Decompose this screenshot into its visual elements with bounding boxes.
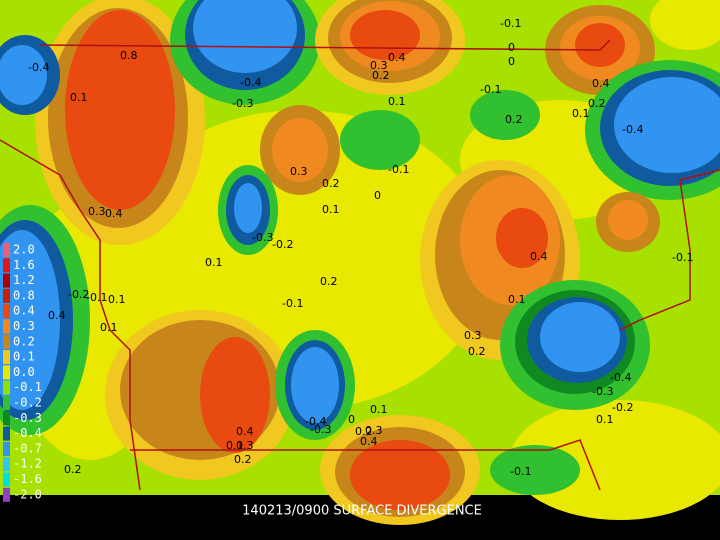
legend-swatch bbox=[3, 243, 10, 257]
contour-label: 0.4 bbox=[105, 207, 123, 220]
contour-label: 0.1 bbox=[572, 107, 590, 120]
legend-label: -1.2 bbox=[13, 457, 42, 471]
legend-swatch bbox=[3, 258, 10, 273]
contour-label: 0.2 bbox=[505, 113, 523, 126]
contour-label: 0 bbox=[508, 55, 515, 68]
contour-label: 0.4 bbox=[48, 309, 66, 322]
legend-swatch bbox=[3, 441, 10, 456]
contour-label: -0.2 bbox=[612, 401, 633, 414]
contour-label: 0.3 bbox=[370, 59, 388, 72]
legend-label: -0.3 bbox=[13, 411, 42, 425]
contour-label: 0.1 bbox=[100, 321, 118, 334]
legend-swatch bbox=[3, 304, 10, 319]
caption: 140213/0900 SURFACE DIVERGENCE bbox=[242, 504, 482, 519]
contour-label: 0.3 bbox=[464, 329, 482, 342]
contour-label: 0.3 bbox=[88, 205, 106, 218]
contour-label: 0.1 bbox=[596, 413, 614, 426]
contour-label: 0.2 bbox=[355, 425, 373, 438]
contour-label: -0.2 bbox=[68, 288, 89, 301]
contour-label: -0.1 bbox=[500, 17, 521, 30]
legend-swatch bbox=[3, 396, 10, 410]
contour-label: -0.4 bbox=[610, 371, 631, 384]
contour-label: -0.1 bbox=[672, 251, 693, 264]
contour-label: -0.4 bbox=[240, 76, 261, 89]
legend-swatch bbox=[3, 380, 10, 395]
contour-label: -0.1 bbox=[86, 291, 107, 304]
legend-swatch bbox=[3, 350, 10, 365]
legend-label: 0.8 bbox=[13, 288, 35, 302]
legend-label: -0.1 bbox=[13, 380, 42, 394]
contour-label: 0.2 bbox=[320, 275, 338, 288]
contour-label: -0.3 bbox=[232, 97, 253, 110]
legend-label: -0.2 bbox=[13, 396, 42, 410]
contour-label: -0.3 bbox=[592, 385, 613, 398]
contour-label: 0.1 bbox=[226, 439, 244, 452]
contour-label: 0 bbox=[374, 189, 381, 202]
contour-label: -0.4 bbox=[305, 415, 326, 428]
contour-label: 0.1 bbox=[370, 403, 388, 416]
contour-labels: 0.8-0.40.1-0.4-0.30.30.20.40.1-0.1000.2-… bbox=[28, 17, 693, 478]
legend: 2.01.61.20.80.40.30.20.10.0-0.1-0.2-0.3-… bbox=[3, 243, 42, 502]
legend-swatch bbox=[3, 288, 10, 303]
legend-label: 2.0 bbox=[13, 243, 35, 257]
contour-label: 0.1 bbox=[388, 95, 406, 108]
contour-label: -0.4 bbox=[28, 61, 49, 74]
contour-label: 0.4 bbox=[360, 435, 378, 448]
legend-label: 0.3 bbox=[13, 319, 35, 333]
legend-swatch bbox=[3, 411, 10, 426]
contour-label: 0.2 bbox=[64, 463, 82, 476]
contour-label: -0.3 bbox=[310, 423, 331, 436]
contour-label: 0.1 bbox=[70, 91, 88, 104]
contour-label: 0 bbox=[348, 413, 355, 426]
legend-label: 0.1 bbox=[13, 350, 35, 364]
legend-swatch bbox=[3, 319, 10, 334]
contour-label: -0.1 bbox=[480, 83, 501, 96]
contour-label: -0.1 bbox=[510, 465, 531, 478]
legend-label: 0.0 bbox=[13, 365, 35, 379]
divergence-field bbox=[0, 0, 720, 525]
legend-label: 0.4 bbox=[13, 304, 35, 318]
contour-label: 0.1 bbox=[508, 293, 526, 306]
legend-swatch bbox=[3, 457, 10, 472]
legend-swatch bbox=[3, 334, 10, 349]
contour-label: 0.8 bbox=[120, 49, 138, 62]
legend-label: 0.2 bbox=[13, 334, 35, 348]
contour-label: 0.1 bbox=[108, 293, 126, 306]
contour-label: 0 bbox=[508, 41, 515, 54]
legend-swatch bbox=[3, 487, 10, 502]
legend-swatch bbox=[3, 426, 10, 441]
contour-label: 0.4 bbox=[388, 51, 406, 64]
contour-label: 0.4 bbox=[530, 250, 548, 263]
contour-label: 0.1 bbox=[205, 256, 223, 269]
contour-label: 0.2 bbox=[372, 69, 390, 82]
contour-label: 0.2 bbox=[234, 453, 252, 466]
legend-swatch bbox=[3, 365, 10, 380]
legend-swatch bbox=[3, 273, 10, 288]
legend-label: 1.6 bbox=[13, 258, 35, 272]
contour-label: -0.4 bbox=[622, 123, 643, 136]
contour-label: 0.4 bbox=[592, 77, 610, 90]
legend-label: -2.0 bbox=[13, 487, 42, 501]
contour-label: 0.4 bbox=[236, 425, 254, 438]
contour-label: -0.1 bbox=[282, 297, 303, 310]
contour-label: 0.1 bbox=[322, 203, 340, 216]
legend-swatch bbox=[3, 472, 10, 487]
contour-label: -0.3 bbox=[252, 231, 273, 244]
legend-label: -0.4 bbox=[13, 426, 42, 440]
contour-label: 0.2 bbox=[468, 345, 486, 358]
contour-label: 0.3 bbox=[290, 165, 308, 178]
contour-label: 0.2 bbox=[588, 97, 606, 110]
contour-label: 0.2 bbox=[322, 177, 340, 190]
legend-label: -1.6 bbox=[13, 472, 42, 486]
contour-label: -0.1 bbox=[388, 163, 409, 176]
contour-label: -0.2 bbox=[272, 238, 293, 251]
contour-label: 0.3 bbox=[365, 424, 383, 437]
contour-label: 0.3 bbox=[236, 439, 254, 452]
legend-label: 1.2 bbox=[13, 273, 35, 287]
legend-label: -0.7 bbox=[13, 441, 42, 455]
